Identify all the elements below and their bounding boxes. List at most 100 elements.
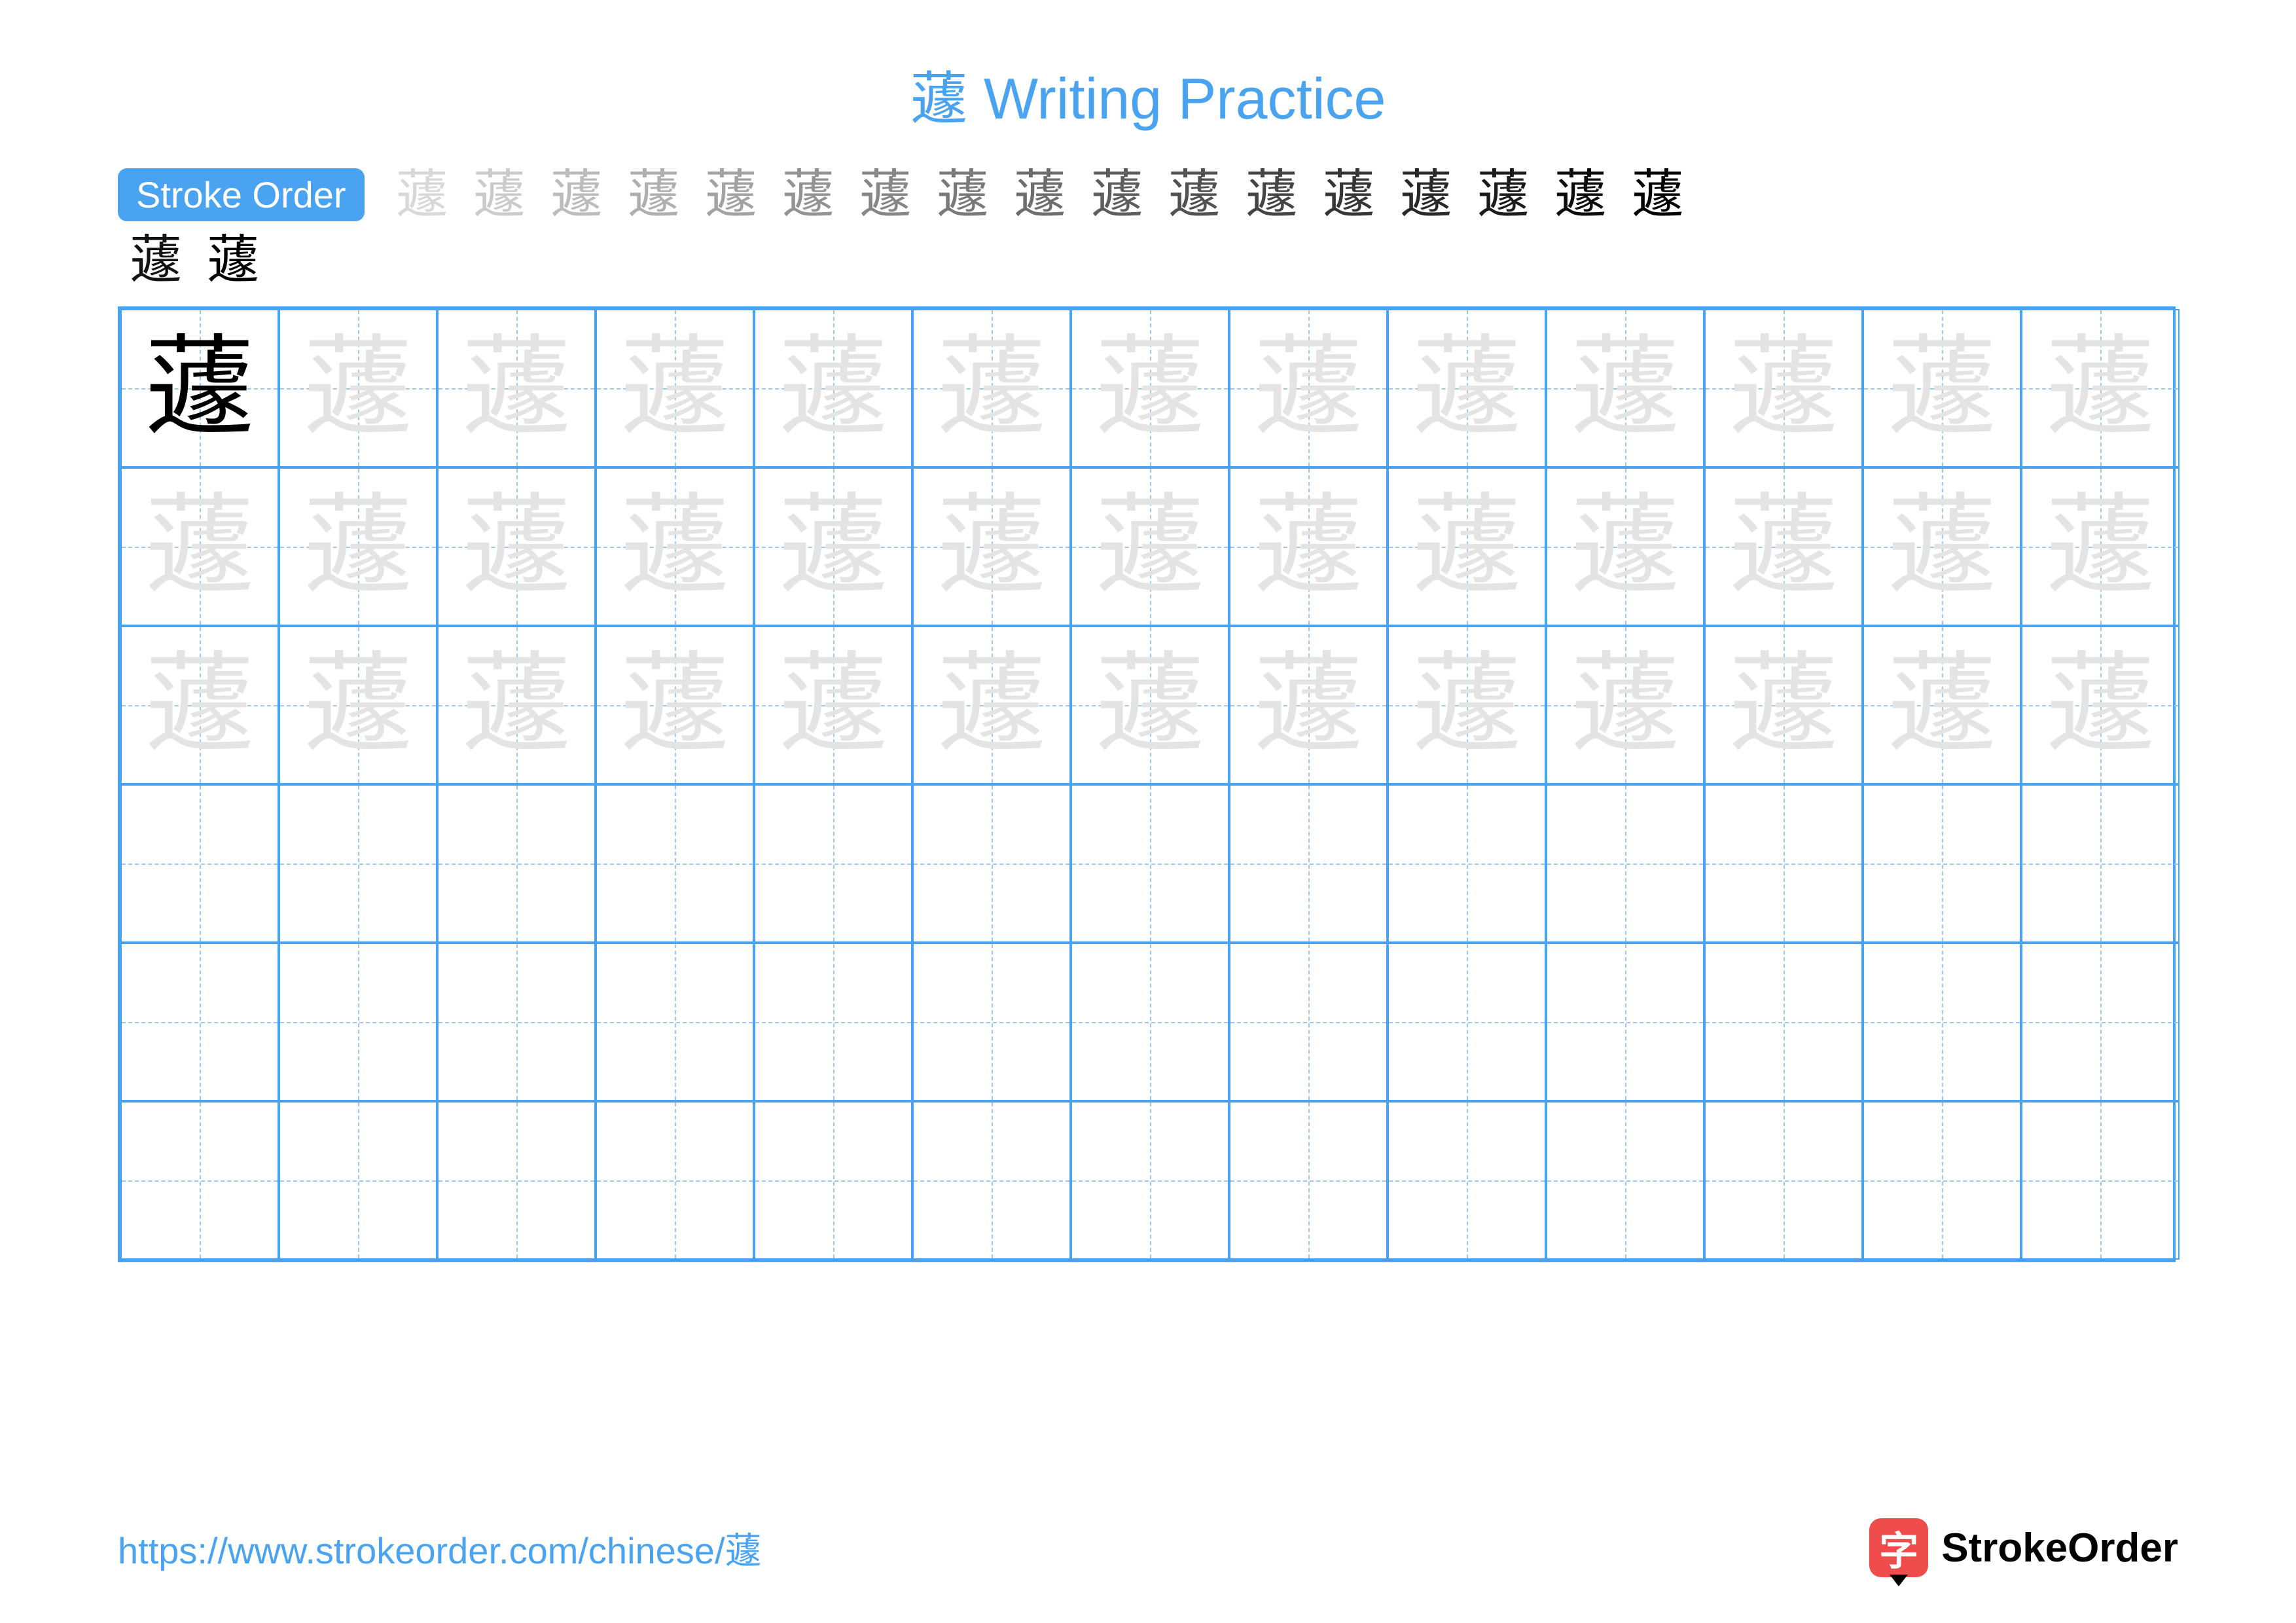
grid-cell: 蘧 — [754, 626, 912, 784]
grid-cell: 蘧 — [437, 467, 596, 626]
practice-character: 蘧 — [914, 310, 1069, 466]
grid-cell: 蘧 — [1071, 626, 1229, 784]
grid-cell — [279, 943, 437, 1101]
grid-cell: 蘧 — [596, 626, 754, 784]
grid-cell — [1704, 784, 1863, 943]
grid-cell: 蘧 — [1704, 309, 1863, 467]
grid-cell: 蘧 — [1071, 309, 1229, 467]
grid-cell: 蘧 — [2021, 626, 2179, 784]
practice-character: 蘧 — [280, 310, 436, 466]
grid-cell — [754, 1101, 912, 1260]
practice-character: 蘧 — [597, 310, 753, 466]
grid-cell: 蘧 — [1704, 467, 1863, 626]
stroke-step: 蘧 — [467, 169, 532, 221]
grid-cell: 蘧 — [1546, 626, 1704, 784]
practice-character: 蘧 — [1864, 627, 2020, 783]
stroke-step: 蘧 — [1316, 169, 1382, 221]
page-title: 蘧 Writing Practice — [118, 52, 2178, 136]
brand: 字 StrokeOrder — [1869, 1518, 2178, 1577]
grid-cell — [120, 784, 279, 943]
grid-cell — [596, 1101, 754, 1260]
grid-cell — [1546, 1101, 1704, 1260]
grid-cell — [279, 784, 437, 943]
grid-cell: 蘧 — [912, 467, 1071, 626]
grid-cell: 蘧 — [912, 626, 1071, 784]
stroke-step: 蘧 — [123, 234, 188, 287]
practice-character: 蘧 — [1706, 310, 1861, 466]
practice-character: 蘧 — [1547, 627, 1703, 783]
stroke-step: 蘧 — [1393, 169, 1459, 221]
grid-cell — [912, 1101, 1071, 1260]
grid-cell: 蘧 — [120, 467, 279, 626]
practice-character: 蘧 — [755, 310, 911, 466]
grid-cell: 蘧 — [912, 309, 1071, 467]
grid-cell — [754, 784, 912, 943]
practice-character: 蘧 — [280, 469, 436, 625]
practice-character: 蘧 — [439, 310, 594, 466]
practice-character: 蘧 — [1230, 469, 1386, 625]
stroke-step: 蘧 — [621, 169, 687, 221]
practice-character: 蘧 — [597, 469, 753, 625]
practice-character: 蘧 — [280, 627, 436, 783]
grid-cell — [437, 1101, 596, 1260]
grid-cell: 蘧 — [2021, 467, 2179, 626]
practice-character: 蘧 — [1706, 627, 1861, 783]
grid-cell: 蘧 — [1863, 309, 2021, 467]
grid-cell: 蘧 — [1071, 467, 1229, 626]
source-url: https://www.strokeorder.com/chinese/蘧 — [118, 1522, 762, 1575]
grid-cell — [2021, 784, 2179, 943]
stroke-step: 蘧 — [1239, 169, 1304, 221]
grid-cell: 蘧 — [120, 309, 279, 467]
stroke-step: 蘧 — [1085, 169, 1150, 221]
practice-character: 蘧 — [1547, 310, 1703, 466]
practice-character: 蘧 — [1230, 310, 1386, 466]
grid-cell: 蘧 — [279, 467, 437, 626]
practice-character: 蘧 — [122, 310, 278, 466]
stroke-step: 蘧 — [698, 169, 764, 221]
practice-character: 蘧 — [914, 627, 1069, 783]
practice-character: 蘧 — [914, 469, 1069, 625]
grid-cell — [1546, 784, 1704, 943]
practice-character: 蘧 — [1389, 627, 1545, 783]
practice-character: 蘧 — [1547, 469, 1703, 625]
grid-cell — [1546, 943, 1704, 1101]
grid-cell — [1388, 784, 1546, 943]
grid-cell: 蘧 — [279, 626, 437, 784]
grid-cell — [2021, 1101, 2179, 1260]
grid-cell: 蘧 — [2021, 309, 2179, 467]
grid-cell: 蘧 — [1863, 467, 2021, 626]
grid-cell — [1229, 784, 1388, 943]
grid-cell — [1863, 1101, 2021, 1260]
stroke-step: 蘧 — [853, 169, 918, 221]
stroke-order-row-2: 蘧蘧 — [118, 234, 2178, 287]
practice-character: 蘧 — [755, 469, 911, 625]
grid-cell — [279, 1101, 437, 1260]
grid-cell: 蘧 — [1229, 467, 1388, 626]
grid-cell — [596, 943, 754, 1101]
grid-cell — [437, 943, 596, 1101]
practice-character: 蘧 — [2022, 627, 2178, 783]
practice-character: 蘧 — [1230, 627, 1386, 783]
stroke-order-row-1: Stroke Order 蘧蘧蘧蘧蘧蘧蘧蘧蘧蘧蘧蘧蘧蘧蘧蘧蘧 — [118, 168, 2178, 221]
grid-cell: 蘧 — [1388, 309, 1546, 467]
stroke-step: 蘧 — [1471, 169, 1536, 221]
practice-character: 蘧 — [2022, 469, 2178, 625]
stroke-step: 蘧 — [389, 169, 455, 221]
practice-character: 蘧 — [1072, 310, 1228, 466]
grid-cell — [1863, 943, 2021, 1101]
stroke-step: 蘧 — [1162, 169, 1227, 221]
stroke-step: 蘧 — [1625, 169, 1691, 221]
practice-character: 蘧 — [1072, 469, 1228, 625]
grid-cell: 蘧 — [596, 309, 754, 467]
grid-cell: 蘧 — [596, 467, 754, 626]
grid-cell — [912, 784, 1071, 943]
practice-character: 蘧 — [1864, 310, 2020, 466]
grid-cell — [1071, 1101, 1229, 1260]
grid-cell: 蘧 — [120, 626, 279, 784]
grid-cell — [754, 943, 912, 1101]
grid-cell — [437, 784, 596, 943]
stroke-step: 蘧 — [930, 169, 996, 221]
practice-character: 蘧 — [1072, 627, 1228, 783]
grid-cell: 蘧 — [1863, 626, 2021, 784]
practice-character: 蘧 — [122, 627, 278, 783]
